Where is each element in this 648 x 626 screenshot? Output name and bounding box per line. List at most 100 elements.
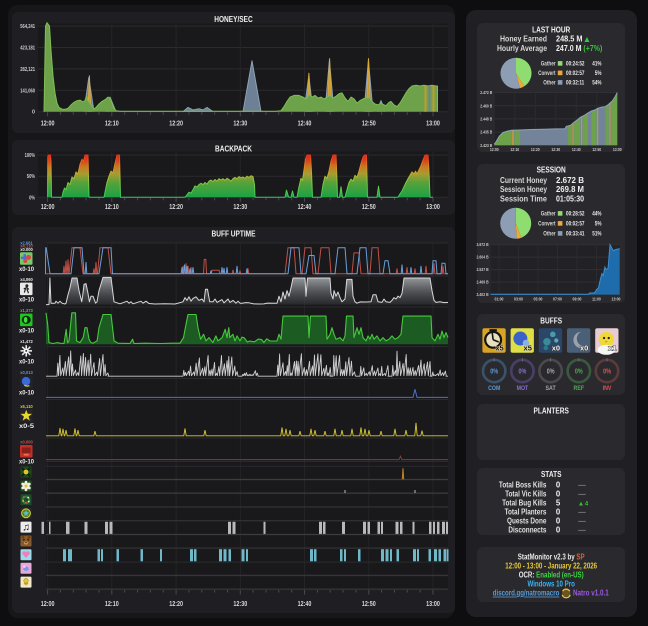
svg-text:2.448 B: 2.448 B [480, 117, 493, 122]
svg-text:0: 0 [556, 480, 561, 489]
svg-text:Hourly Average: Hourly Average [497, 44, 547, 53]
svg-text:SESSION: SESSION [537, 165, 566, 175]
svg-text:x0-5: x0-5 [19, 423, 35, 430]
svg-text:12:10: 12:10 [105, 204, 119, 211]
svg-text:x0-10: x0-10 [19, 327, 35, 334]
svg-text:2.672 B: 2.672 B [477, 242, 490, 247]
svg-text:12:00: 12:00 [41, 121, 55, 128]
svg-text:00:02:57: 00:02:57 [566, 222, 585, 228]
svg-text:BUFFS: BUFFS [540, 315, 562, 325]
svg-text:5%: 5% [595, 71, 602, 77]
svg-text:2.604 B: 2.604 B [477, 255, 490, 260]
svg-text:0%: 0% [490, 369, 498, 376]
svg-text:0: 0 [32, 110, 35, 116]
svg-text:0%: 0% [547, 369, 555, 376]
svg-text:MOT: MOT [517, 385, 529, 392]
svg-text:PLANTERS: PLANTERS [534, 406, 570, 416]
svg-text:12:30: 12:30 [233, 121, 247, 128]
svg-text:2.423 B: 2.423 B [480, 143, 493, 148]
svg-text:x4,060: x4,060 [20, 277, 33, 283]
svg-text:07:00: 07:00 [553, 296, 562, 301]
svg-text:12:40: 12:40 [298, 121, 312, 128]
svg-text:Total Bug Kills: Total Bug Kills [502, 498, 547, 507]
svg-text:▲: ▲ [583, 34, 591, 44]
svg-text:x0-10: x0-10 [19, 296, 35, 303]
svg-text:54%: 54% [592, 81, 602, 87]
svg-text:12:40: 12:40 [298, 204, 312, 211]
svg-text:13:00: 13:00 [426, 204, 440, 211]
svg-text:x5: x5 [524, 343, 532, 352]
svg-text:Session Honey: Session Honey [500, 185, 547, 194]
svg-text:Gather: Gather [541, 62, 556, 68]
svg-text:0%: 0% [519, 369, 527, 376]
svg-text:Convert: Convert [538, 71, 556, 77]
svg-text:2.402 B: 2.402 B [477, 292, 490, 297]
svg-text:12:10: 12:10 [510, 147, 519, 152]
svg-text:41%: 41% [592, 62, 602, 68]
svg-text:0%: 0% [29, 195, 35, 201]
svg-text:100%: 100% [25, 153, 36, 159]
svg-text:StatMonitor v2.3 by SP: StatMonitor v2.3 by SP [518, 552, 585, 561]
svg-text:—: — [578, 516, 586, 525]
svg-text:12:20: 12:20 [531, 147, 540, 152]
svg-text:x0.000: x0.000 [20, 440, 33, 446]
svg-text:05:00: 05:00 [534, 296, 543, 301]
svg-text:12:00 - 13:00 - January 22, 20: 12:00 - 13:00 - January 22, 2026 [505, 562, 597, 571]
svg-text:282,121: 282,121 [20, 67, 35, 73]
svg-text:2.460 B: 2.460 B [480, 103, 493, 108]
svg-text:12:50: 12:50 [592, 147, 601, 152]
svg-text:Disconnects: Disconnects [508, 525, 547, 534]
svg-text:12:10: 12:10 [105, 601, 119, 608]
svg-text:discord.gg/natromacro: discord.gg/natromacro [493, 589, 560, 598]
svg-text:COM: COM [488, 385, 500, 392]
svg-text:x1,472: x1,472 [20, 339, 33, 345]
svg-text:12:00: 12:00 [490, 147, 499, 152]
svg-text:x1: x1 [608, 343, 616, 352]
svg-text:REF: REF [574, 385, 585, 392]
svg-text:12:30: 12:30 [233, 204, 247, 211]
svg-text:x2,661: x2,661 [20, 240, 33, 246]
svg-text:2.472 B: 2.472 B [480, 90, 493, 95]
svg-text:▲: ▲ [578, 500, 584, 507]
svg-text:x0-10: x0-10 [19, 266, 35, 273]
svg-text:0%: 0% [575, 369, 583, 376]
svg-text:01:00: 01:00 [495, 296, 504, 301]
svg-text:12:00: 12:00 [41, 204, 55, 211]
svg-text:5%: 5% [595, 222, 602, 228]
svg-text:0%: 0% [603, 369, 611, 376]
svg-text:Session Time: Session Time [500, 194, 547, 203]
svg-text:564,241: 564,241 [20, 24, 35, 30]
svg-text:—: — [578, 480, 586, 489]
svg-text:5: 5 [556, 498, 561, 507]
svg-text:13:00: 13:00 [426, 601, 440, 608]
svg-text:12:50: 12:50 [362, 204, 376, 211]
svg-text:x4,110: x4,110 [20, 244, 33, 250]
svg-text:12:30: 12:30 [551, 147, 560, 152]
svg-text:11:00: 11:00 [592, 296, 601, 301]
svg-text:2.469 B: 2.469 B [477, 280, 490, 285]
svg-text:00:33:41: 00:33:41 [566, 232, 585, 238]
svg-text:x0: x0 [552, 343, 560, 352]
svg-text:12:50: 12:50 [362, 121, 376, 128]
svg-text:Current Honey: Current Honey [500, 176, 547, 185]
svg-text:00:32:11: 00:32:11 [566, 81, 585, 87]
svg-text:x0: x0 [580, 343, 588, 352]
svg-text:x0.000: x0.000 [20, 247, 33, 253]
svg-text:x6,110: x6,110 [20, 404, 33, 410]
svg-text:12:20: 12:20 [169, 601, 183, 608]
svg-text:x1,373: x1,373 [20, 308, 33, 314]
svg-text:x0-10: x0-10 [19, 358, 35, 365]
svg-text:—: — [578, 525, 586, 534]
svg-text:51%: 51% [592, 232, 602, 238]
svg-text:00:28:52: 00:28:52 [566, 212, 585, 218]
svg-text:248.5 M: 248.5 M [556, 35, 583, 44]
svg-text:x0,013: x0,013 [20, 370, 33, 376]
svg-text:12:40: 12:40 [298, 601, 312, 608]
svg-text:x0-10: x0-10 [19, 389, 35, 396]
svg-text:HONEY/SEC: HONEY/SEC [214, 14, 253, 24]
svg-text:12:50: 12:50 [362, 601, 376, 608]
svg-text:♫: ♫ [22, 523, 30, 534]
svg-text:4: 4 [585, 501, 589, 507]
svg-text:01:05:30: 01:05:30 [556, 194, 584, 203]
svg-text:00:02:57: 00:02:57 [566, 71, 585, 77]
